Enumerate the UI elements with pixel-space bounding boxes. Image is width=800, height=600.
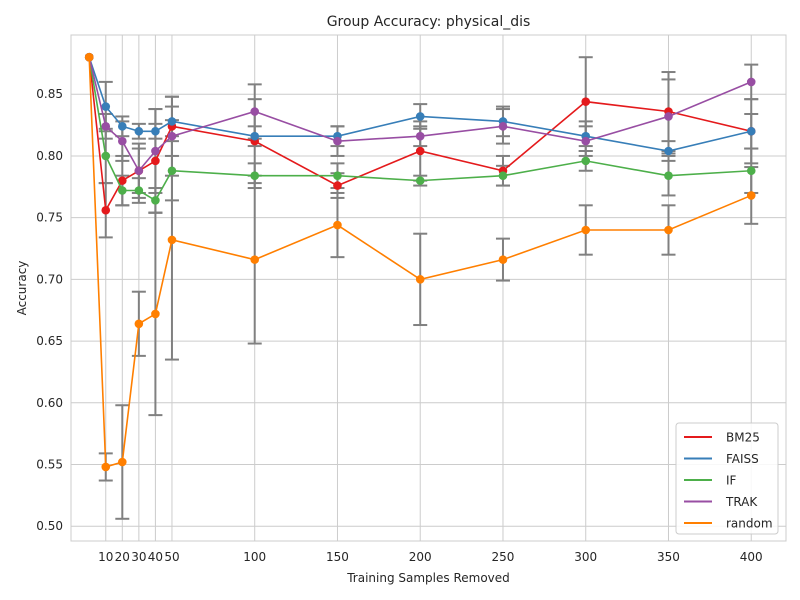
plot-area [70, 34, 787, 542]
x-tick-label: 250 [492, 550, 515, 564]
x-tick-label: 30 [131, 550, 146, 564]
data-point-faiss [664, 146, 673, 156]
data-point-random [333, 220, 342, 230]
data-point-trak [581, 136, 591, 146]
data-point-if [415, 176, 425, 185]
legend-label: BM25 [726, 431, 760, 445]
data-point-trak [134, 166, 144, 176]
y-tick-label: 0.75 [36, 211, 63, 225]
data-point-random [101, 462, 111, 472]
data-point-random [151, 309, 160, 319]
data-point-random [746, 191, 756, 200]
data-point-if [498, 171, 508, 180]
data-point-faiss [134, 126, 144, 136]
data-point-random [167, 235, 177, 245]
legend-label: TRAK [725, 495, 758, 509]
x-tick-label: 50 [164, 550, 179, 564]
data-point-trak [498, 122, 508, 131]
data-point-faiss [151, 126, 160, 136]
data-point-random [498, 255, 508, 264]
x-axis-label: Training Samples Removed [346, 571, 510, 585]
axes-frame [70, 34, 787, 542]
data-point-if [746, 166, 756, 176]
data-point-if [581, 156, 591, 166]
data-point-trak [167, 131, 177, 141]
data-point-random [118, 457, 127, 467]
legend-items: BM25 FAISS IF TRAK random [684, 431, 773, 531]
data-point-bm25 [415, 146, 425, 156]
data-point-if [151, 196, 160, 205]
data-point-random [581, 225, 591, 235]
chart-title: Group Accuracy: physical_dis [327, 14, 531, 30]
data-point-faiss [118, 122, 127, 131]
data-point-if [167, 166, 177, 176]
x-tick-label: 40 [148, 550, 163, 564]
data-point-bm25 [151, 156, 160, 166]
legend-label: random [726, 517, 773, 531]
data-point-if [333, 171, 342, 180]
x-tick-label: 400 [740, 550, 763, 564]
data-point-random [250, 255, 260, 264]
data-point-trak [151, 146, 160, 156]
data-point-faiss [167, 117, 177, 126]
data-point-if [118, 186, 127, 195]
data-point-trak [250, 107, 260, 116]
data-point-faiss [746, 126, 756, 136]
y-tick-label: 0.70 [36, 272, 63, 286]
data-point-if [134, 186, 144, 195]
x-tick-label: 10 [98, 550, 113, 564]
data-point-if [664, 171, 673, 180]
legend-label: IF [726, 474, 737, 488]
data-point-trak [664, 112, 673, 121]
y-tick-label: 0.50 [36, 519, 63, 533]
data-point-random [134, 319, 144, 329]
series-layer [84, 52, 759, 520]
data-point-if [101, 151, 111, 161]
legend: BM25 FAISS IF TRAK random [675, 422, 779, 535]
x-tick-label: 200 [409, 550, 432, 564]
data-point-trak [101, 122, 111, 131]
data-point-trak [415, 131, 425, 141]
legend-box [675, 422, 779, 535]
data-point-faiss [250, 131, 260, 141]
y-tick-labels: 0.50 0.55 0.60 0.65 0.70 0.75 0.80 0.85 [36, 87, 63, 533]
y-tick-label: 0.60 [36, 396, 63, 410]
y-axis-label: Accuracy [15, 261, 29, 316]
y-tick-label: 0.65 [36, 334, 63, 348]
data-point-faiss [415, 112, 425, 121]
data-point-trak [746, 77, 756, 87]
data-point-bm25 [118, 176, 127, 185]
data-point-trak [118, 136, 127, 146]
y-tick-label: 0.85 [36, 87, 63, 101]
data-point-random [415, 275, 425, 284]
x-tick-labels: 10 20 30 40 50 100 150 200 250 300 350 400 [98, 550, 763, 564]
data-point-random [664, 225, 673, 235]
y-tick-label: 0.55 [36, 457, 63, 471]
y-tick-label: 0.80 [36, 149, 63, 163]
data-point-bm25 [333, 181, 342, 190]
x-tick-label: 350 [657, 550, 680, 564]
x-tick-label: 100 [243, 550, 266, 564]
legend-label: FAISS [726, 452, 759, 466]
data-point-bm25 [101, 205, 111, 215]
x-tick-label: 300 [574, 550, 597, 564]
data-point-trak [333, 136, 342, 146]
data-point-bm25 [581, 97, 591, 106]
x-tick-label: 150 [326, 550, 349, 564]
data-point-if [250, 171, 260, 180]
x-tick-label: 20 [115, 550, 130, 564]
data-point-random [84, 52, 94, 62]
data-point-faiss [101, 102, 111, 111]
